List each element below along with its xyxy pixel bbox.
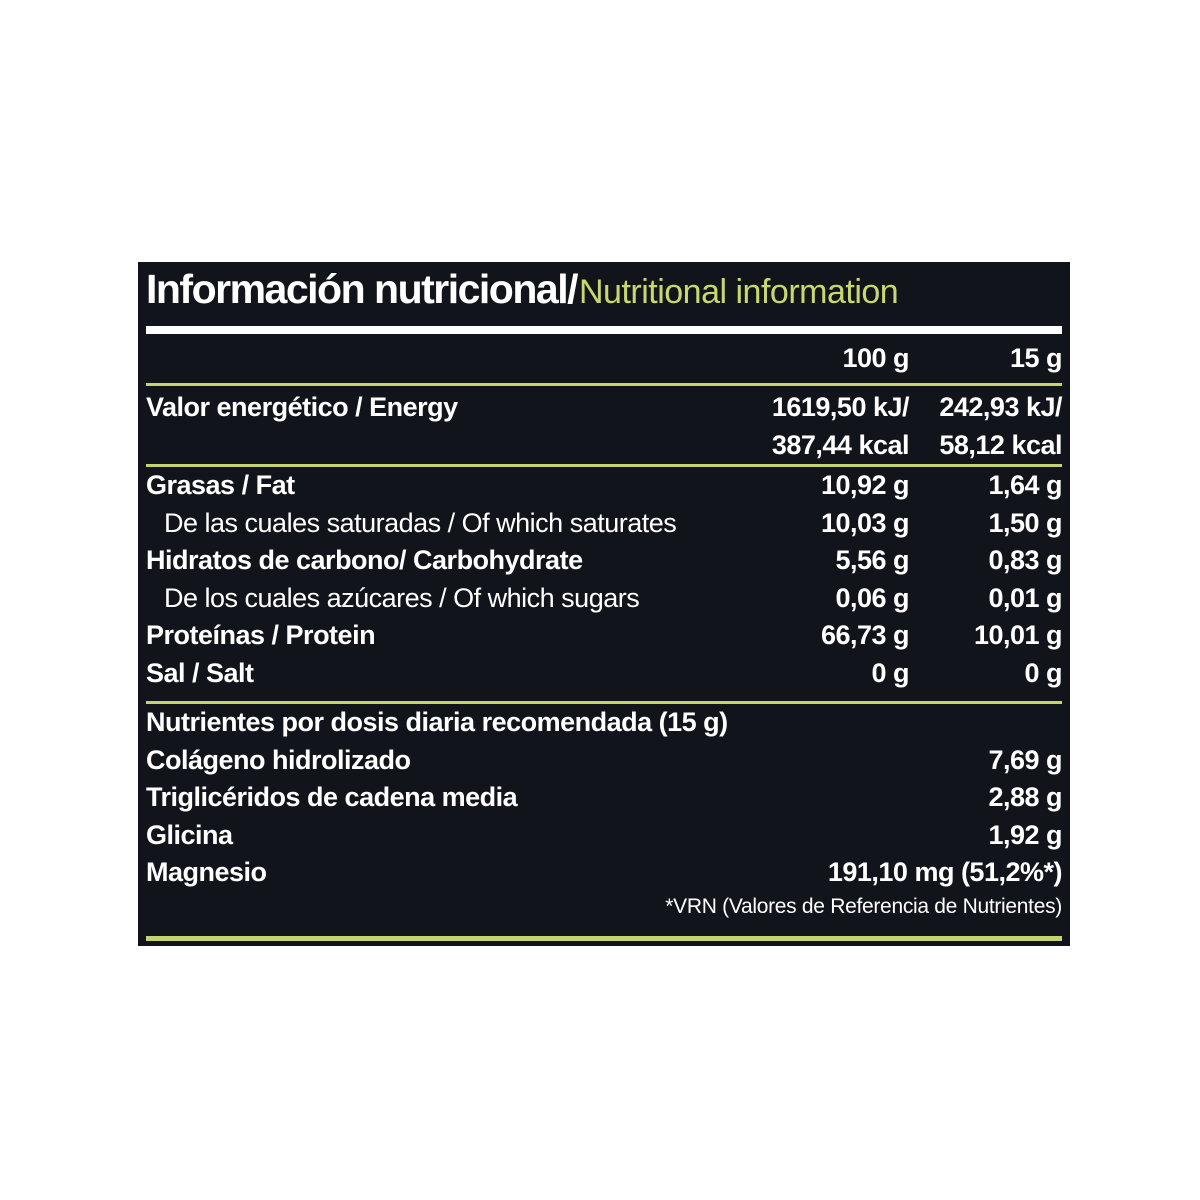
row-value-15g: 0,83 g bbox=[988, 545, 1062, 576]
row-label: De los cuales azúcares / Of which sugars bbox=[164, 582, 640, 613]
energy-value-100g-kcal: 387,44 kcal bbox=[771, 430, 910, 460]
spacer bbox=[146, 925, 1062, 936]
row-label: Proteínas / Protein bbox=[146, 620, 376, 651]
energy-value-15g: 242,93 kJ/ 58,12 kcal bbox=[909, 388, 1062, 464]
row-label: Hidratos de carbono/ Carbohydrate bbox=[146, 545, 583, 576]
column-header-15g: 15 g bbox=[1009, 343, 1063, 373]
daily-row-magnesium: Magnesio 191,10 mg (51,2%*) bbox=[146, 854, 1063, 892]
row-label: De las cuales saturadas / Of which satur… bbox=[164, 507, 677, 538]
row-value-15g: 0,01 g bbox=[988, 582, 1062, 613]
row-label: Grasas / Fat bbox=[146, 470, 295, 501]
row-value-100g: 5,56 g bbox=[835, 545, 909, 576]
daily-row-mct: Triglicéridos de cadena media 2,88 g bbox=[146, 779, 1062, 817]
row-value: 1,92 g bbox=[988, 819, 1062, 850]
row-label: Sal / Salt bbox=[146, 657, 254, 688]
row-value-15g: 1,50 g bbox=[988, 507, 1062, 538]
divider bbox=[146, 701, 1062, 704]
row-value: 191,10 mg (51,2%*) bbox=[827, 857, 1063, 888]
nutrition-label-panel: Información nutricional/ Nutritional inf… bbox=[138, 262, 1070, 946]
row-label: Colágeno hidrolizado bbox=[146, 744, 411, 775]
row-value-100g: 0,06 g bbox=[835, 582, 909, 613]
energy-value-15g-kcal: 58,12 kcal bbox=[939, 430, 1062, 460]
table-row-salt: Sal / Salt 0 g 0 g bbox=[146, 655, 1063, 693]
row-label: Glicina bbox=[146, 819, 233, 850]
white-divider bbox=[146, 326, 1062, 334]
divider bbox=[146, 464, 1062, 467]
row-value: 2,88 g bbox=[988, 782, 1062, 813]
table-row-saturates: De las cuales saturadas / Of which satur… bbox=[146, 505, 1063, 543]
row-value-15g: 0 g bbox=[1024, 657, 1062, 688]
column-header-100g: 100 g bbox=[842, 343, 909, 373]
row-value-15g: 1,64 g bbox=[988, 470, 1062, 501]
table-row-carbohydrate: Hidratos de carbono/ Carbohydrate 5,56 g… bbox=[146, 542, 1063, 580]
energy-value-100g-kj: 1619,50 kJ/ bbox=[771, 392, 910, 422]
daily-row-glycine: Glicina 1,92 g bbox=[146, 817, 1062, 855]
daily-section-heading-row: Nutrientes por dosis diaria recomendada … bbox=[146, 704, 1062, 742]
table-row-fat: Grasas / Fat 10,92 g 1,64 g bbox=[146, 467, 1063, 505]
daily-row-collagen: Colágeno hidrolizado 7,69 g bbox=[146, 742, 1062, 780]
row-label: Valor energético / Energy bbox=[146, 392, 458, 422]
vrn-footnote: *VRN (Valores de Referencia de Nutriente… bbox=[665, 894, 1062, 918]
label-title: Información nutricional/ Nutritional inf… bbox=[146, 262, 1062, 326]
divider bbox=[146, 383, 1062, 386]
bottom-accent-rule bbox=[146, 935, 1062, 941]
energy-row: Valor energético / Energy 1619,50 kJ/ 38… bbox=[146, 386, 1063, 464]
row-value-15g: 10,01 g bbox=[973, 620, 1063, 651]
row-label: Triglicéridos de cadena media bbox=[146, 782, 518, 813]
title-spanish: Información nutricional/ bbox=[146, 266, 578, 312]
row-value-100g: 10,03 g bbox=[820, 507, 910, 538]
row-value-100g: 0 g bbox=[871, 657, 909, 688]
table-row-sugars: De los cuales azúcares / Of which sugars… bbox=[146, 580, 1063, 618]
column-header-row: 100 g 15 g bbox=[146, 334, 1062, 383]
energy-value-100g: 1619,50 kJ/ 387,44 kcal bbox=[749, 388, 910, 464]
spacer bbox=[146, 692, 1062, 701]
row-value-100g: 66,73 g bbox=[820, 620, 910, 651]
table-row-protein: Proteínas / Protein 66,73 g 10,01 g bbox=[146, 617, 1063, 655]
daily-section-heading: Nutrientes por dosis diaria recomendada … bbox=[146, 707, 728, 738]
row-label: Magnesio bbox=[146, 857, 267, 888]
row-value: 7,69 g bbox=[988, 744, 1062, 775]
title-english: Nutritional information bbox=[578, 273, 899, 311]
row-value-100g: 10,92 g bbox=[820, 470, 910, 501]
energy-value-15g-kj: 242,93 kJ/ bbox=[939, 392, 1062, 422]
